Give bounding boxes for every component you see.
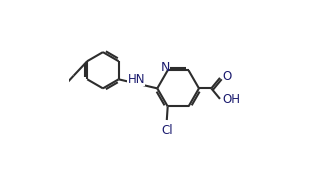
Text: HN: HN bbox=[127, 73, 145, 86]
Text: N: N bbox=[161, 61, 170, 74]
Text: Cl: Cl bbox=[161, 124, 172, 137]
Text: O: O bbox=[222, 70, 231, 84]
Text: OH: OH bbox=[222, 93, 240, 106]
